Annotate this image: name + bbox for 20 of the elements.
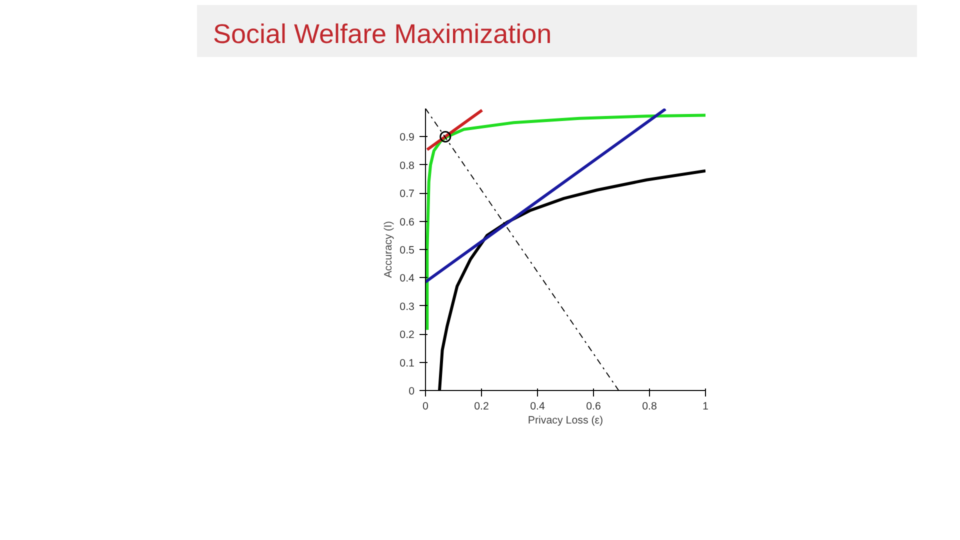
y-tick-label: 0.6	[400, 216, 415, 228]
y-tick-label: 0.7	[400, 188, 415, 200]
x-tick-label: 0	[422, 400, 429, 412]
y-tick-label: 0.9	[400, 132, 415, 144]
x-tick-label: 0.2	[474, 400, 489, 412]
x-tick-label: 0.4	[530, 400, 545, 412]
chart-title: Social Welfare Maximization	[197, 5, 917, 57]
y-tick-label: 0.8	[400, 160, 415, 172]
y-axis-title: Accuracy (I)	[382, 221, 395, 278]
y-tick-label: 0.1	[400, 357, 415, 370]
x-tick-label: 1	[702, 400, 709, 412]
x-tick-label: 0.6	[586, 400, 601, 412]
y-tick-label: 0.5	[400, 244, 415, 256]
y-tick-label: 0	[408, 386, 415, 398]
y-tick-label: 0.3	[400, 300, 415, 313]
x-axis-title: Privacy Loss (ε)	[528, 414, 604, 426]
y-tick-label: 0.2	[400, 329, 415, 342]
y-tick-label: 0.4	[400, 272, 415, 285]
line-series	[426, 114, 706, 332]
x-tick-label: 0.8	[642, 400, 657, 412]
